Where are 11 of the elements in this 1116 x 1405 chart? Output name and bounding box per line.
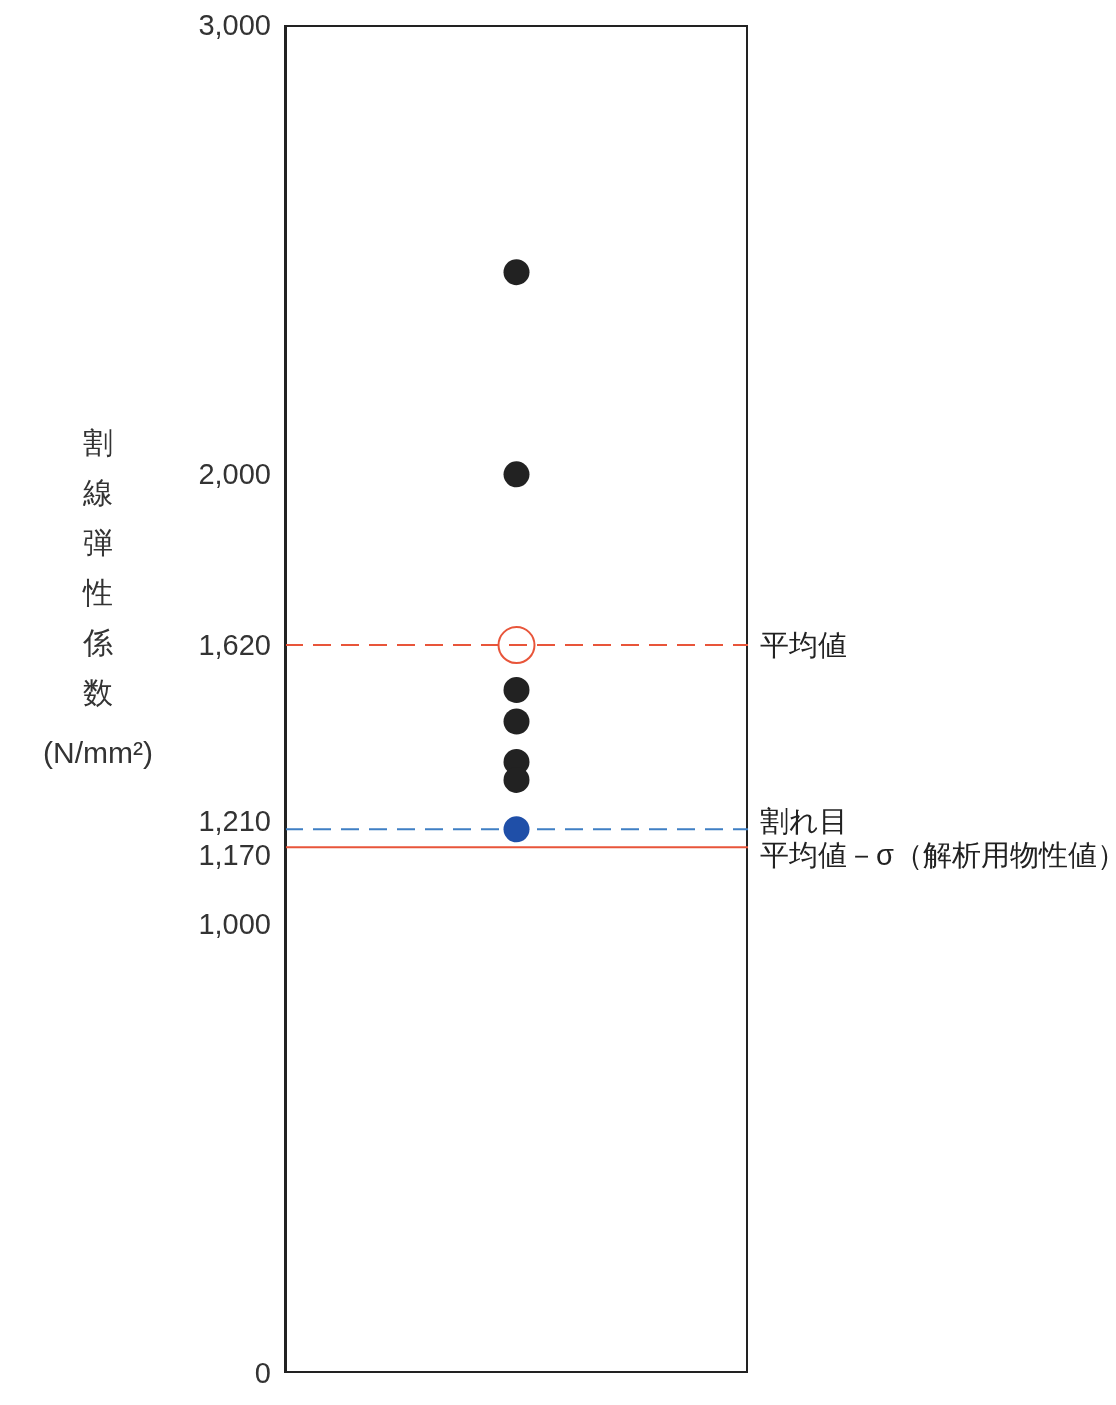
y-tick-label: 1,000	[198, 907, 271, 940]
ref-line-label: 平均値－σ（解析用物性値）	[760, 839, 1116, 872]
y-tick-label: 0	[254, 1357, 271, 1389]
y-tick-label: 1,170	[198, 839, 271, 872]
y-tick-label: 1,210	[198, 805, 271, 838]
ref-line-label: 割れ目	[760, 805, 848, 838]
y-tick-label: 2,000	[198, 458, 271, 491]
ref-line-label: 平均値	[760, 629, 847, 662]
y-tick-label: 3,000	[198, 9, 271, 41]
y-axis-title: 割線弾性係数(N/mm²)	[42, 425, 154, 770]
y-tick-label: 1,620	[198, 629, 271, 662]
